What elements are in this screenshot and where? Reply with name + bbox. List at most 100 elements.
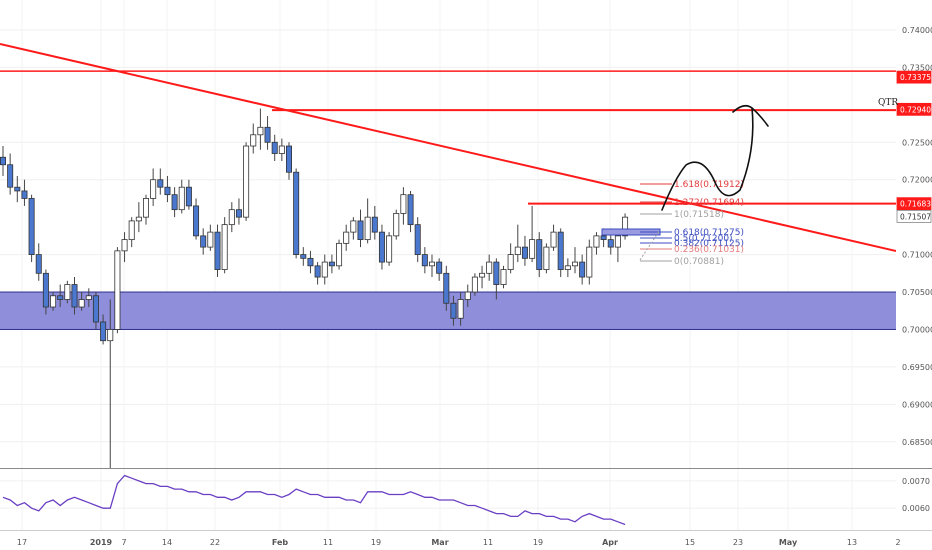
candle	[185, 179, 192, 210]
candle-down	[57, 295, 64, 300]
time-axis: 17 2019 7 14 22 Feb 11 19 Mar 11 19 Apr 15 23 May 13 2	[17, 538, 901, 547]
candle-down	[314, 265, 321, 278]
time-tick-label: 19	[371, 538, 381, 547]
fib-level-label: 0(0.70881)	[674, 257, 724, 267]
candle-up	[78, 299, 85, 308]
candle	[293, 168, 300, 259]
candle	[114, 247, 121, 334]
time-tick-label: 13	[847, 538, 857, 547]
candle	[500, 265, 507, 289]
price-tag-value: 0.71507	[900, 212, 931, 221]
indicator-tick-label: 0.0070	[902, 477, 930, 486]
candle-up	[250, 134, 257, 147]
candle	[371, 205, 378, 240]
candle	[250, 123, 257, 154]
candle	[428, 254, 435, 278]
candle	[257, 108, 264, 150]
fib-level-label: 1.618(0.71912)	[674, 180, 744, 190]
candle	[235, 198, 242, 225]
candle	[493, 258, 500, 300]
candle-up	[142, 198, 149, 218]
candle-up	[586, 246, 593, 278]
candle	[157, 168, 164, 195]
candle	[328, 254, 335, 274]
candle	[171, 187, 178, 218]
candle	[278, 138, 285, 161]
candle	[21, 179, 28, 206]
downtrend-line	[0, 43, 896, 252]
candle-down	[436, 261, 443, 274]
candle-up	[321, 261, 328, 278]
candles	[0, 108, 629, 468]
candle-down	[235, 209, 242, 218]
candle-up	[243, 145, 250, 218]
price-tick-label: 0.73500	[902, 63, 932, 72]
candle-down	[193, 205, 200, 237]
time-tick-label: Feb	[272, 538, 289, 547]
candle	[14, 175, 21, 203]
candle-up	[64, 284, 71, 300]
indicator-line	[2, 474, 626, 526]
candle-down	[35, 254, 42, 274]
candle-up	[364, 216, 371, 241]
candle	[228, 202, 235, 233]
candle-up	[343, 231, 350, 244]
candle	[343, 224, 350, 251]
candle-down	[157, 179, 164, 188]
price-tag: 0.73375	[896, 70, 932, 84]
candle	[536, 232, 543, 278]
candle	[550, 224, 557, 251]
candle-up	[221, 224, 228, 270]
candle	[400, 187, 407, 225]
candle	[221, 217, 228, 274]
candle-up	[128, 220, 135, 241]
time-tick-label: 15	[685, 538, 695, 547]
candle	[64, 280, 71, 304]
candle-down	[71, 284, 78, 308]
candle-down	[200, 235, 207, 248]
candle	[593, 232, 600, 255]
time-tick-label: Mar	[431, 538, 448, 547]
candle-up	[479, 272, 486, 278]
price-tick-label: 0.72500	[902, 138, 932, 147]
time-tick-label: 19	[533, 538, 543, 547]
candle-down	[357, 220, 364, 241]
price-tags: 0.73375 0.72940 0.71683 0.71507	[896, 70, 932, 223]
time-tick-label: 17	[17, 538, 27, 547]
candle-up	[500, 269, 507, 285]
candle-up	[336, 242, 343, 267]
price-tick-label: 0.74000	[902, 26, 932, 35]
candle	[85, 288, 92, 308]
indicator-tick-label: 0.0060	[902, 504, 930, 513]
candle-up	[593, 235, 600, 248]
candle	[622, 213, 629, 240]
candle	[128, 217, 135, 248]
candle-down	[28, 198, 35, 255]
fib-level-label: 1(0.71518)	[674, 210, 724, 220]
candle-up	[529, 239, 536, 259]
qtr-label: QTR	[878, 98, 898, 108]
candle	[71, 277, 78, 315]
candle-up	[278, 145, 285, 154]
candle	[464, 284, 471, 308]
candle	[421, 247, 428, 274]
candle-up	[486, 261, 493, 274]
candle	[572, 247, 579, 274]
candle-down	[164, 186, 171, 196]
candle-down	[407, 194, 414, 226]
candle-down	[493, 261, 500, 285]
candle	[357, 209, 364, 248]
candle-down	[171, 194, 178, 211]
time-tick-label: May	[779, 538, 798, 547]
candle-up	[471, 276, 478, 293]
price-tick-label: 0.70000	[902, 325, 932, 334]
candle-down	[92, 295, 99, 323]
time-tick-label: 7	[121, 538, 126, 547]
candle	[436, 258, 443, 281]
candle	[207, 224, 214, 251]
candle-up	[85, 295, 92, 300]
candle	[521, 235, 528, 266]
candle	[92, 292, 99, 330]
candle-down	[300, 254, 307, 259]
